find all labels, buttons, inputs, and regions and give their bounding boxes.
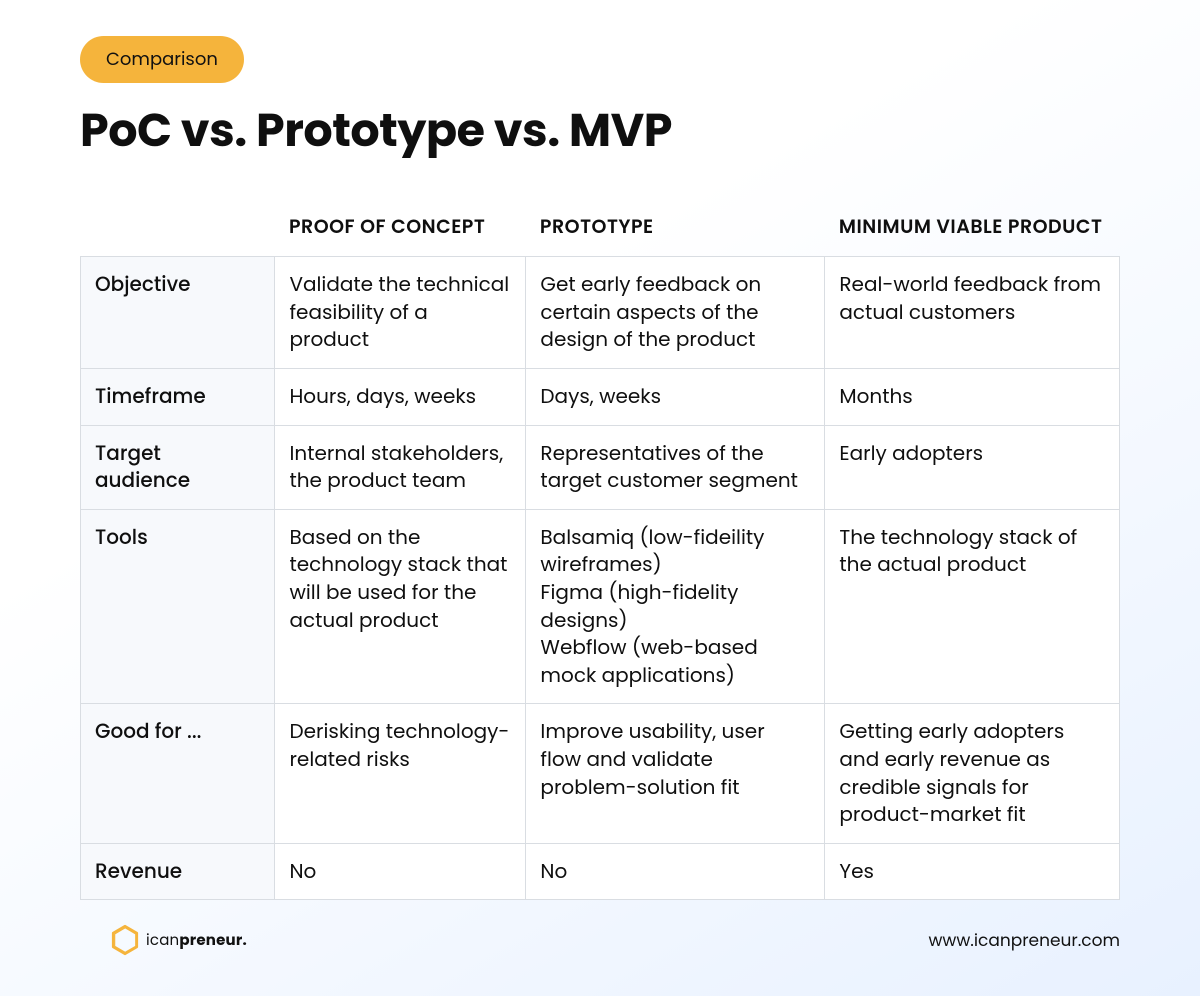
table-cell: No [526,843,825,900]
table-cell: Yes [825,843,1120,900]
logo-dot: . [242,930,246,951]
table-body: ObjectiveValidate the technical feasibil… [81,257,1120,900]
comparison-badge: Comparison [80,36,244,83]
table-row: TimeframeHours, days, weeksDays, weeksMo… [81,369,1120,426]
table-cell: Validate the technical feasibility of a … [275,257,526,369]
table-cell: Internal stakeholders, the product team [275,425,526,509]
table-cell: Months [825,369,1120,426]
table-cell: Based on the technology stack that will … [275,509,526,704]
table-cell: Early adopters [825,425,1120,509]
logo: icanpreneur. [110,924,247,956]
logo-text: icanpreneur. [146,929,247,952]
table-row: Good for ...Derisking technology-related… [81,704,1120,843]
table-cell: Getting early adopters and early revenue… [825,704,1120,843]
table-header-row: PROOF OF CONCEPT PROTOTYPE MINIMUM VIABL… [81,204,1120,257]
logo-part1: ican [146,930,179,951]
table-header-poc: PROOF OF CONCEPT [275,204,526,257]
table-cell: Get early feedback on certain aspects of… [526,257,825,369]
page-title: PoC vs. Prototype vs. MVP [80,97,1120,166]
table-cell: Real-world feedback from actual customer… [825,257,1120,369]
table-cell: No [275,843,526,900]
table-cell: Derisking technology-related risks [275,704,526,843]
table-cell: Improve usability, user flow and validat… [526,704,825,843]
table-header-prototype: PROTOTYPE [526,204,825,257]
table-cell: Balsamiq (low-fideility wireframes)Figma… [526,509,825,704]
table-header-empty [81,204,275,257]
page: Comparison PoC vs. Prototype vs. MVP PRO… [0,0,1200,900]
comparison-table: PROOF OF CONCEPT PROTOTYPE MINIMUM VIABL… [80,204,1120,900]
table-cell: Representatives of the target customer s… [526,425,825,509]
table-header-mvp: MINIMUM VIABLE PRODUCT [825,204,1120,257]
table-cell: Days, weeks [526,369,825,426]
table-row: RevenueNoNoYes [81,843,1120,900]
table-row: Target audienceInternal stakeholders, th… [81,425,1120,509]
footer-url: www.icanpreneur.com [928,927,1120,953]
row-label: Tools [81,509,275,704]
row-label: Timeframe [81,369,275,426]
row-label: Revenue [81,843,275,900]
table-cell: The technology stack of the actual produ… [825,509,1120,704]
row-label: Objective [81,257,275,369]
table-cell: Hours, days, weeks [275,369,526,426]
table-row: ToolsBased on the technology stack that … [81,509,1120,704]
row-label: Good for ... [81,704,275,843]
table-row: ObjectiveValidate the technical feasibil… [81,257,1120,369]
row-label: Target audience [81,425,275,509]
hex-icon [110,924,140,956]
footer: icanpreneur. www.icanpreneur.com [0,924,1200,956]
logo-part2: preneur [179,930,242,951]
